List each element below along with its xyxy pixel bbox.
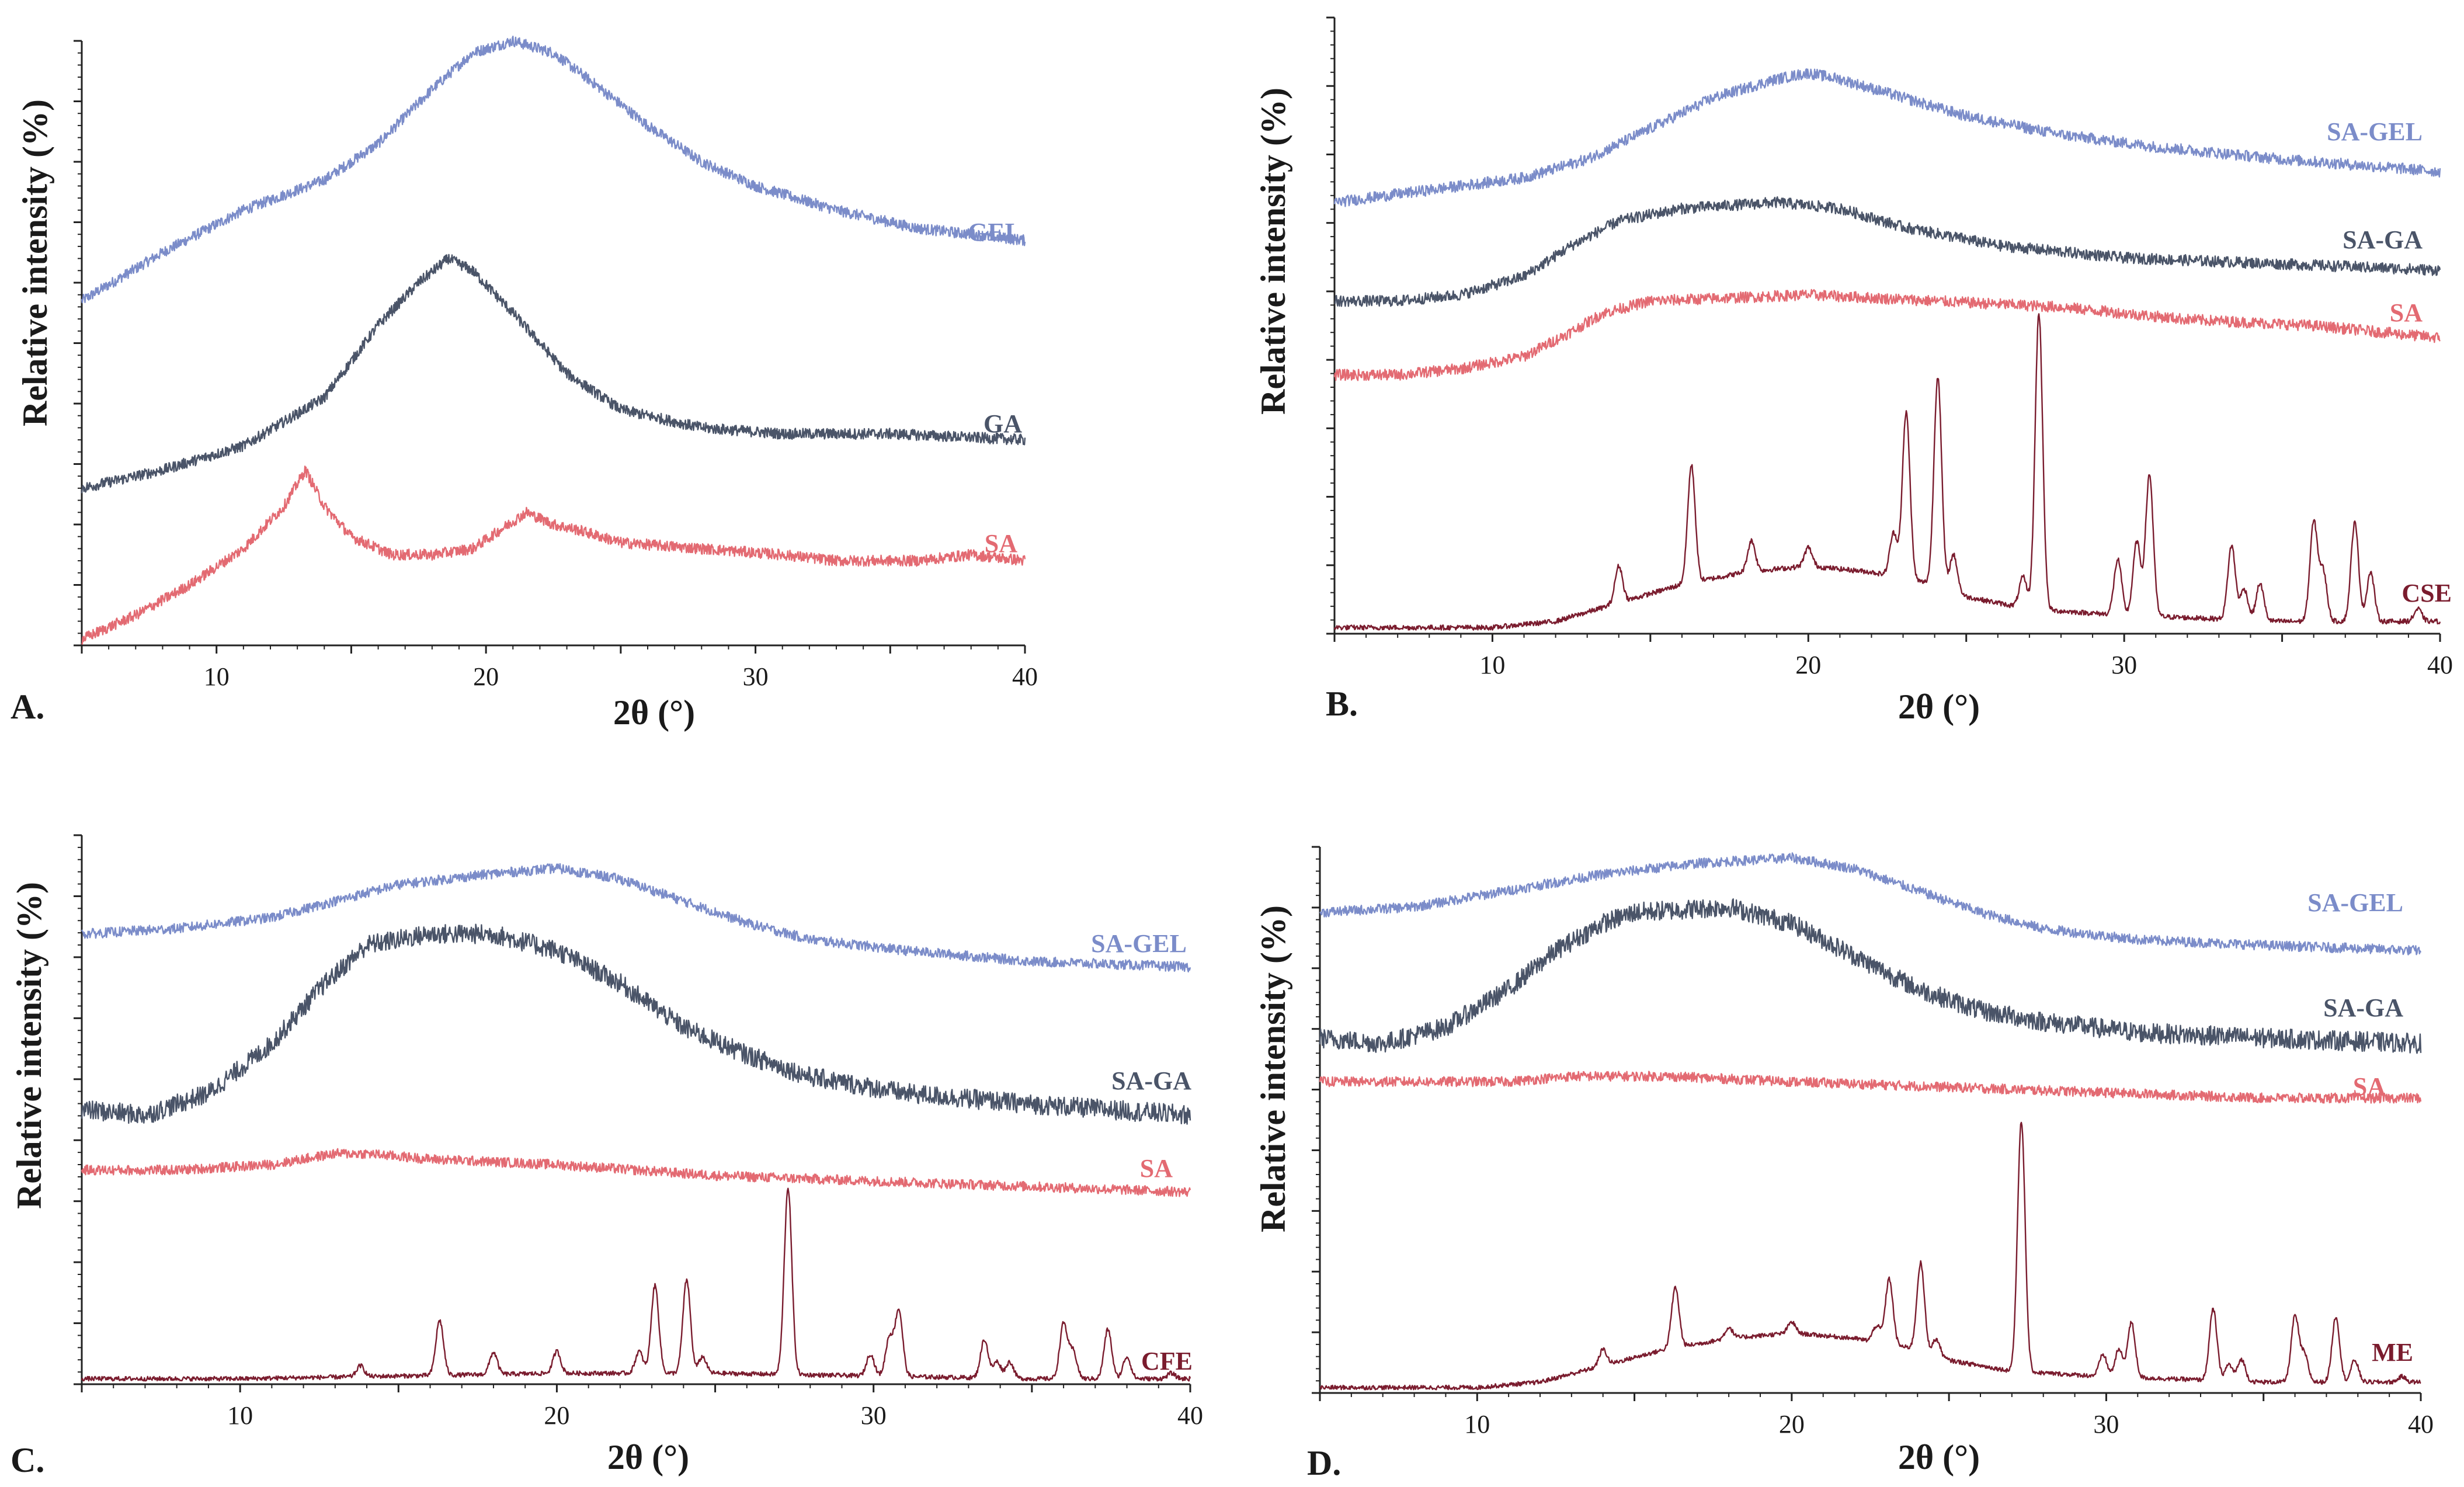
x-tick-label: 30 — [2093, 1410, 2119, 1439]
x-tick-label: 30 — [861, 1401, 887, 1430]
y-axis-title: Relative intensity (%) — [16, 99, 54, 426]
series-line-sa-ga — [1319, 898, 2422, 1054]
series-line-sa-ga — [81, 923, 1191, 1125]
series-label-sa: SA — [985, 529, 1017, 558]
x-axis-title: 2θ (°) — [1898, 687, 1980, 726]
x-tick-label: 40 — [2427, 651, 2453, 679]
x-tick-label: 10 — [227, 1401, 253, 1430]
series-line-cse — [1333, 313, 2441, 631]
y-axis-title: Relative intensity (%) — [10, 882, 48, 1209]
series-label-sa: SA — [1140, 1154, 1173, 1183]
panel-label: B. — [1326, 685, 1358, 723]
series-line-me — [1319, 1121, 2421, 1391]
series-label-sa-ga: SA-GA — [2343, 225, 2423, 254]
series-line-ga — [81, 253, 1026, 494]
series-line-sa — [81, 1148, 1191, 1197]
series-label-sa-ga: SA-GA — [1111, 1066, 1191, 1095]
y-axis-title: Relative intensity (%) — [1254, 905, 1292, 1232]
series-line-sa-ga — [1334, 196, 2441, 307]
x-tick-label: 10 — [1479, 651, 1505, 679]
x-tick-label: 10 — [204, 662, 230, 691]
x-tick-label: 20 — [1795, 651, 1821, 679]
series-label-sa-ga: SA-GA — [2323, 993, 2403, 1022]
y-axis-title: Relative intensity (%) — [1254, 88, 1292, 415]
series-label-sa-gel: SA-GEL — [2307, 888, 2403, 917]
x-tick-label: 40 — [2408, 1410, 2434, 1439]
panel-label: C. — [11, 1441, 44, 1479]
x-tick-label: 30 — [2111, 651, 2137, 679]
series-line-sa-gel — [1319, 852, 2422, 956]
series-label-me: ME — [2372, 1338, 2413, 1367]
x-axis-title: 2θ (°) — [1898, 1438, 1980, 1476]
panel-c: 10 20 30 40 SA-GEL SA-GA SA CFE 2θ (°) Relative i… — [10, 834, 1203, 1479]
x-tick-label: 20 — [544, 1401, 569, 1430]
x-tick-label: 40 — [1177, 1401, 1203, 1430]
x-tick-label: 10 — [1464, 1410, 1490, 1439]
series-line-sa — [1319, 1071, 2422, 1104]
series-label-gel: GEL — [968, 218, 1022, 246]
series-line-cfe — [81, 1187, 1191, 1382]
x-tick-label: 40 — [1012, 662, 1038, 691]
series-line-sa-gel — [1333, 68, 2441, 207]
panel-d: 10 20 30 40 SA-GEL SA-GA SA ME 2θ (°) Relative in… — [1254, 846, 2434, 1482]
series-label-ga: GA — [983, 409, 1022, 438]
series-label-sa: SA — [2353, 1072, 2386, 1101]
panel-a: 10 20 30 40 GEL GA SA 2θ (°) Relative intensity … — [11, 36, 1038, 732]
series-label-cfe: CFE — [1141, 1347, 1193, 1375]
x-tick-label: 30 — [743, 662, 769, 691]
series-label-sa-gel: SA-GEL — [2327, 117, 2423, 146]
panel-b: 10 20 30 40 SA-GEL SA-GA SA CSE 2θ (°) Relative i… — [1254, 16, 2453, 726]
series-label-sa: SA — [2390, 298, 2423, 327]
x-tick-label: 20 — [1779, 1410, 1805, 1439]
series-line-sa — [1333, 289, 2441, 381]
series-label-sa-gel: SA-GEL — [1091, 929, 1187, 958]
series-line-sa-gel — [81, 863, 1191, 972]
x-tick-label: 20 — [473, 662, 499, 691]
series-line-sa — [81, 465, 1026, 645]
series-line-gel — [81, 36, 1026, 304]
x-axis-title: 2θ (°) — [613, 693, 695, 732]
series-label-cse: CSE — [2402, 579, 2452, 607]
panel-label: A. — [11, 687, 44, 726]
x-axis-title: 2θ (°) — [607, 1438, 689, 1476]
panel-label: D. — [1307, 1444, 1341, 1482]
